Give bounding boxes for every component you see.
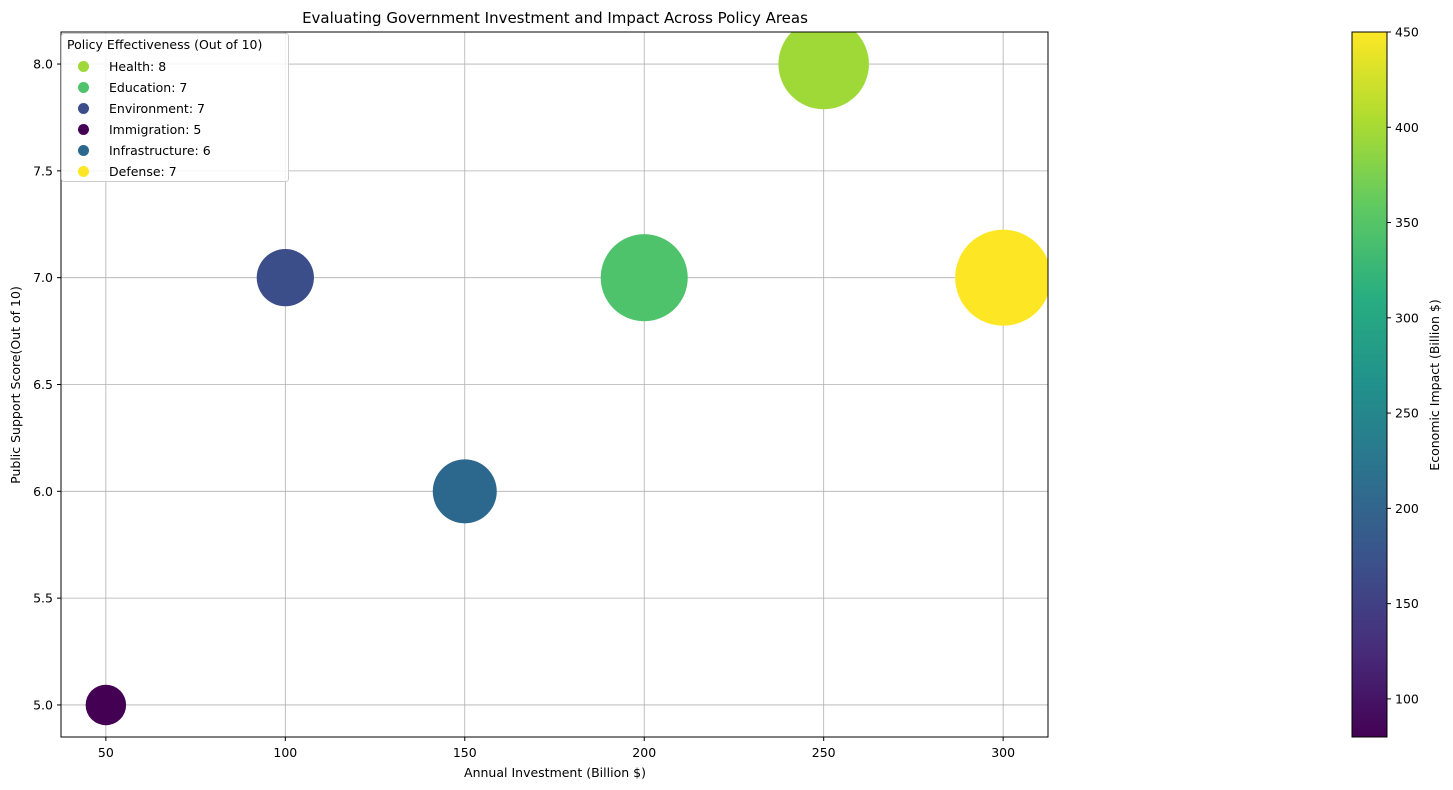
chart-title: Evaluating Government Investment and Imp… (302, 9, 808, 27)
x-tick-label: 300 (991, 745, 1015, 760)
legend: Policy Effectiveness (Out of 10) Health:… (61, 33, 289, 182)
legend-item-education: Education: 7 (78, 78, 187, 96)
legend-marker-infrastructure (78, 144, 89, 156)
x-tick-label: 100 (273, 745, 297, 760)
x-axis-label: Annual Investment (Billion $) (464, 765, 646, 780)
bubble-immigration (85, 684, 127, 726)
y-axis-ticks: 5.0 5.5 6.0 6.5 7.0 7.5 8.0 (33, 57, 61, 712)
bubbles-layer (85, 32, 1048, 726)
legend-label-environment: Environment: 7 (109, 100, 205, 116)
bubble-environment (256, 249, 314, 307)
y-tick-label: 8.0 (33, 57, 53, 72)
y-tick-label: 6.5 (33, 377, 53, 392)
colorbar-tick-label: 400 (1395, 120, 1419, 135)
colorbar-tick-label: 200 (1395, 501, 1419, 516)
x-tick-label: 150 (453, 745, 477, 760)
y-tick-label: 7.0 (33, 270, 53, 285)
colorbar-tick-label: 300 (1395, 310, 1419, 325)
colorbar-label: Economic Impact (Billion $) (1427, 299, 1442, 470)
colorbar-tick-label: 100 (1395, 691, 1419, 706)
x-axis-ticks: 50 100 150 200 250 300 (98, 737, 1015, 760)
legend-item-health: Health: 8 (78, 57, 166, 75)
y-tick-label: 7.5 (33, 163, 53, 178)
bubble-education (600, 234, 688, 322)
y-tick-label: 6.0 (33, 484, 53, 499)
bubble-defense (955, 229, 1048, 326)
bubble-health (778, 32, 869, 110)
x-tick-label: 200 (632, 745, 656, 760)
x-tick-label: 250 (812, 745, 836, 760)
legend-label-infrastructure: Infrastructure: 6 (109, 142, 211, 158)
x-tick-label: 50 (98, 745, 114, 760)
legend-label-education: Education: 7 (109, 79, 188, 95)
legend-marker-education (78, 81, 89, 93)
legend-title: Policy Effectiveness (Out of 10) (67, 37, 263, 52)
legend-item-infrastructure: Infrastructure: 6 (78, 141, 211, 159)
legend-marker-health (78, 60, 89, 72)
legend-marker-defense (78, 165, 89, 177)
colorbar-tick-label: 250 (1395, 406, 1419, 421)
legend-item-immigration: Immigration: 5 (78, 120, 201, 138)
y-tick-label: 5.5 (33, 591, 53, 606)
y-axis-label: Public Support Score(Out of 10) (8, 286, 23, 484)
legend-item-defense: Defense: 7 (78, 162, 177, 180)
colorbar-tick-label: 350 (1395, 215, 1419, 230)
legend-label-immigration: Immigration: 5 (109, 121, 202, 137)
colorbar-ticks: 100 150 200 250 300 350 400 450 (1387, 25, 1419, 706)
legend-marker-immigration (78, 123, 89, 135)
colorbar-tick-label: 450 (1395, 25, 1419, 40)
legend-marker-environment (78, 102, 89, 114)
bubble-infrastructure (432, 459, 497, 524)
colorbar (1351, 31, 1388, 738)
colorbar-tick-label: 150 (1395, 596, 1419, 611)
legend-label-health: Health: 8 (109, 58, 167, 74)
legend-label-defense: Defense: 7 (109, 163, 177, 179)
y-tick-label: 5.0 (33, 697, 53, 712)
legend-item-environment: Environment: 7 (78, 99, 205, 117)
